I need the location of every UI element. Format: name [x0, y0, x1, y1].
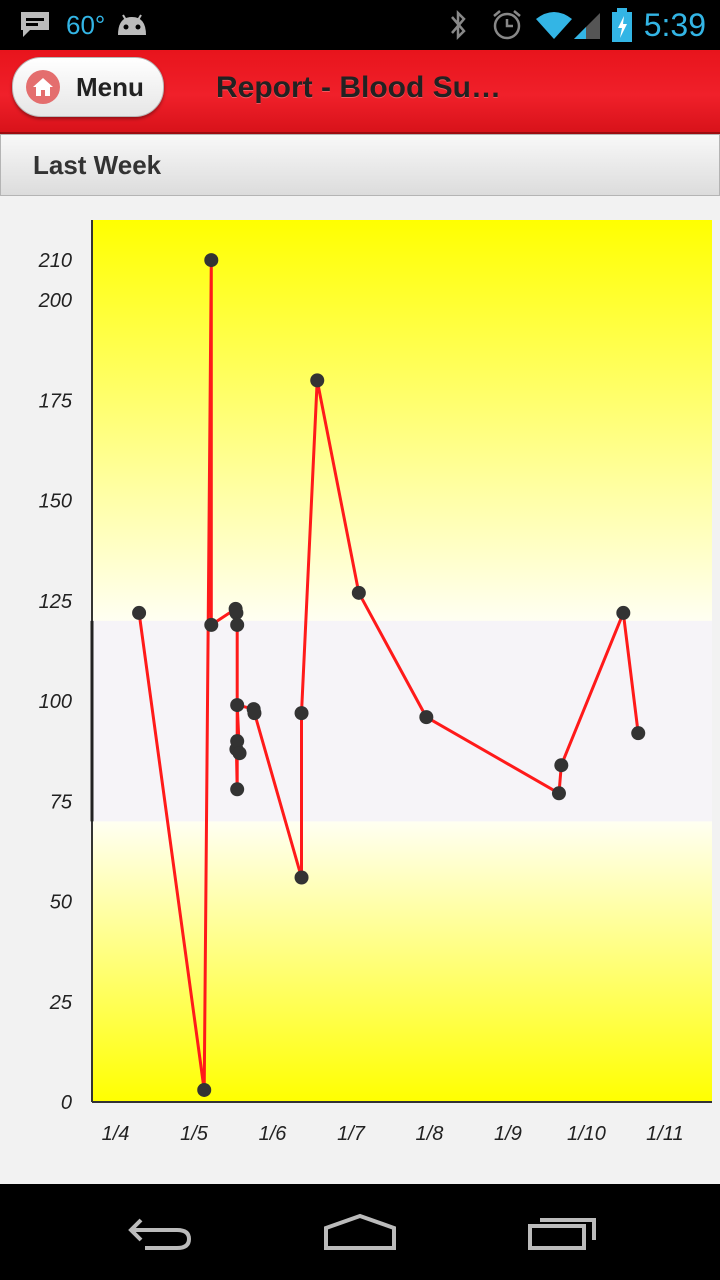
home-nav-icon	[324, 1213, 396, 1250]
x-tick-label: 1/10	[567, 1123, 606, 1145]
alarm-icon	[490, 0, 524, 50]
data-point	[294, 706, 309, 721]
x-tick-label: 1/11	[646, 1123, 683, 1145]
data-point	[294, 870, 309, 885]
page-title: Report - Blood Su…	[216, 71, 501, 104]
y-tick-label: 50	[50, 892, 72, 914]
data-point	[230, 782, 245, 797]
data-point	[230, 698, 245, 713]
y-tick-label: 125	[39, 591, 73, 613]
back-icon	[128, 1218, 192, 1250]
low-range-band	[92, 821, 712, 1102]
data-point	[204, 253, 219, 268]
menu-button[interactable]: Menu	[12, 57, 164, 117]
y-tick-label: 0	[61, 1092, 72, 1114]
battery-charging-icon	[610, 0, 634, 50]
data-point	[197, 1082, 212, 1097]
y-tick-label: 75	[50, 791, 73, 813]
data-point	[229, 605, 244, 620]
data-point	[631, 726, 646, 741]
high-range-band	[92, 220, 712, 621]
wifi-icon	[534, 0, 574, 50]
message-icon	[18, 0, 52, 50]
signal-icon	[572, 0, 602, 50]
app-header: Menu Report - Blood Su…	[0, 50, 720, 134]
status-clock: 5:39	[643, 6, 706, 43]
bluetooth-icon	[446, 0, 470, 50]
x-tick-label: 1/9	[494, 1123, 522, 1145]
data-point	[551, 786, 566, 801]
blood-sugar-chart: 0 25 50 75 100 125 150 175 200 210 1/4 1/5 1/6 1/7 1/…	[38, 220, 712, 1145]
x-tick-label: 1/6	[259, 1123, 288, 1145]
x-tick-label: 1/5	[180, 1123, 209, 1145]
menu-button-label: Menu	[76, 71, 144, 102]
period-bar[interactable]: Last Week	[0, 134, 720, 196]
data-point	[310, 373, 325, 388]
data-point	[554, 758, 569, 773]
data-point	[204, 617, 219, 632]
y-tick-label: 25	[49, 992, 73, 1014]
x-tick-label: 1/4	[102, 1123, 130, 1145]
temperature-readout: 60°	[66, 9, 106, 40]
period-label: Last Week	[33, 150, 162, 180]
back-button[interactable]	[90, 1184, 230, 1280]
x-tick-label: 1/7	[337, 1123, 366, 1145]
x-tick-label: 1/8	[416, 1123, 444, 1145]
home-icon	[26, 70, 60, 104]
target-range-band	[92, 620, 712, 822]
y-tick-label: 210	[38, 250, 72, 272]
chart-area: 0 25 50 75 100 125 150 175 200 210 1/4 1/5 1/6 1/7 1/…	[0, 196, 720, 1184]
data-point	[232, 746, 247, 761]
y-tick-label: 100	[39, 691, 72, 713]
data-point	[230, 617, 245, 632]
recent-apps-icon	[528, 1218, 596, 1250]
y-tick-label: 150	[39, 491, 72, 513]
data-point	[419, 710, 434, 725]
android-icon	[114, 0, 150, 50]
y-tick-label: 175	[39, 390, 73, 412]
data-point	[351, 585, 366, 600]
recent-apps-button[interactable]	[492, 1184, 632, 1280]
system-nav-bar	[0, 1184, 720, 1280]
data-point	[230, 734, 245, 749]
data-point	[247, 706, 262, 721]
y-tick-label: 200	[38, 290, 72, 312]
data-point	[132, 605, 147, 620]
home-button[interactable]	[290, 1184, 430, 1280]
data-point	[616, 605, 631, 620]
status-bar: 60° 5:39	[0, 0, 720, 50]
